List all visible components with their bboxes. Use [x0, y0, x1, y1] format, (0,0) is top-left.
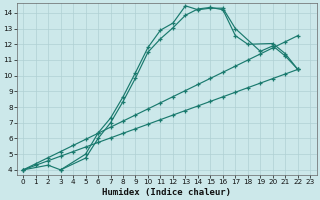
X-axis label: Humidex (Indice chaleur): Humidex (Indice chaleur) [102, 188, 231, 197]
